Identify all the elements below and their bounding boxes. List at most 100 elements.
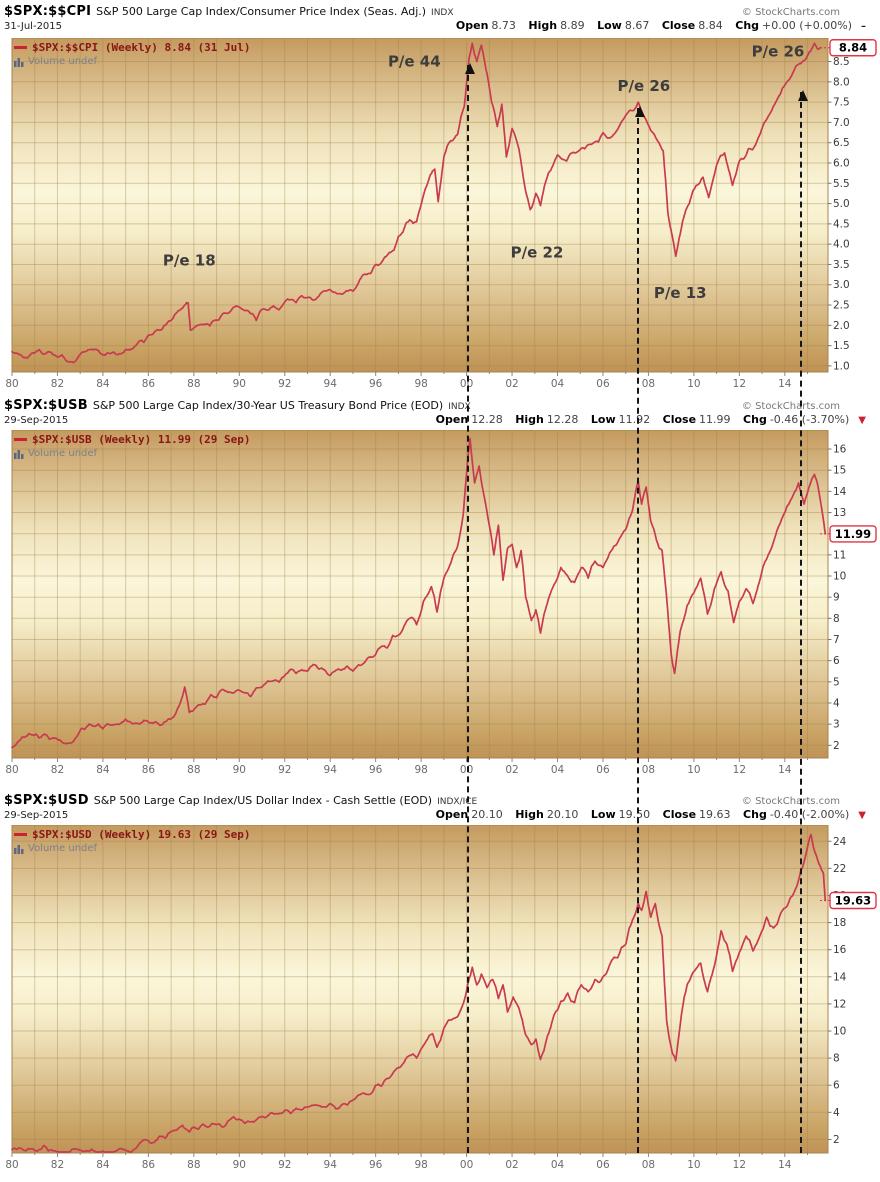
svg-text:14: 14 [833,486,847,498]
svg-text:2: 2 [833,740,840,752]
volume-bars-icon [14,57,24,67]
svg-text:80: 80 [5,378,18,390]
svg-text:94: 94 [324,378,338,390]
close-value: 11.99 [699,413,731,426]
svg-text:1.0: 1.0 [833,360,850,372]
dashed-annotation-line-2014 [797,90,808,1153]
svg-text:24: 24 [833,836,847,848]
svg-text:08: 08 [642,1159,655,1171]
price-plot-usd: 80 82 84 86 88 90 92 94 96 98 00 02 04 06 08 10 12 142422… [5,825,877,1171]
svg-text:00: 00 [460,378,473,390]
svg-text:12: 12 [733,378,746,390]
svg-text:8: 8 [833,1053,840,1065]
svg-text:10: 10 [687,1159,700,1171]
svg-text:13: 13 [833,507,846,519]
svg-text:90: 90 [233,378,246,390]
chart2-ohlc-row: 29-Sep-2015 Open 12.28 High 12.28 Low 11.92… [4,413,866,427]
chart-symbol: $SPX:$USD [4,793,89,808]
svg-text:3.5: 3.5 [833,259,850,271]
svg-text:98: 98 [414,1159,427,1171]
low-value: 8.67 [624,19,650,32]
legend-label: $SPX:$USB (Weekly) 11.99 (29 Sep) [32,433,251,446]
down-arrow-icon: ▼ [858,415,866,426]
chart1-ohlc-row: 31-Jul-2015 Open 8.73 High 8.89 Low 8.67 Cl… [4,19,866,33]
high-value: 12.28 [546,413,579,426]
chart-date: 29-Sep-2015 [4,810,69,821]
chart1-legend: $SPX:$$CPI (Weekly) 8.84 (31 Jul) Volume… [14,41,251,68]
svg-text:16: 16 [833,444,847,456]
chart-description: S&P 500 Large Cap Index/30-Year US Treas… [92,399,444,412]
svg-text:02: 02 [505,378,518,390]
dashed-annotation-line-2000 [464,62,475,1153]
chart-date: 29-Sep-2015 [4,415,69,426]
svg-text:3: 3 [833,719,840,731]
svg-text:98: 98 [414,378,427,390]
chart2-legend: $SPX:$USB (Weekly) 11.99 (29 Sep) Volume… [14,433,251,460]
low-value: 19.50 [618,808,651,821]
flat-indicator-icon: – [861,21,866,32]
svg-text:92: 92 [278,764,291,776]
arrow-up-icon [464,62,475,74]
svg-text:90: 90 [233,1159,246,1171]
svg-text:12: 12 [733,1159,746,1171]
chart3-legend: $SPX:$USD (Weekly) 19.63 (29 Sep) Volume… [14,828,251,855]
svg-text:86: 86 [142,378,156,390]
svg-text:11.99: 11.99 [835,527,871,541]
svg-text:8.84: 8.84 [839,41,867,55]
svg-text:04: 04 [551,1159,565,1171]
svg-text:14: 14 [778,378,792,390]
svg-text:4.5: 4.5 [833,218,850,230]
svg-text:P/e 26: P/e 26 [752,42,805,60]
svg-text:5.5: 5.5 [833,178,850,190]
svg-text:8: 8 [833,613,840,625]
svg-text:06: 06 [596,1159,610,1171]
svg-text:82: 82 [51,378,64,390]
high-value: 20.10 [546,808,579,821]
svg-text:94: 94 [324,764,338,776]
volume-bars-icon [14,449,24,459]
chart1-header-row: $SPX:$$CPI S&P 500 Large Cap Index/Consu… [4,4,840,19]
copyright: © StockCharts.com [741,401,840,412]
svg-text:1.5: 1.5 [833,340,850,352]
svg-text:9: 9 [833,592,840,604]
copyright: © StockCharts.com [741,7,840,18]
svg-text:14: 14 [778,764,792,776]
svg-text:94: 94 [324,1159,338,1171]
ohlc-readout: Open 12.28 High 12.28 Low 11.92 Close 11.99 … [435,413,866,426]
svg-text:16: 16 [833,944,847,956]
svg-text:P/e 18: P/e 18 [163,251,216,269]
chg-value: -0.46 (-3.70%) [769,413,850,426]
svg-text:4: 4 [833,697,840,709]
chart3-ohlc-row: 29-Sep-2015 Open 20.10 High 20.10 Low 19.50… [4,808,866,822]
svg-text:12: 12 [733,764,746,776]
exchange-label: INDX [431,8,454,18]
chart2-header-row: $SPX:$USB S&P 500 Large Cap Index/30-Yea… [4,398,840,413]
svg-text:04: 04 [551,378,565,390]
svg-text:7.5: 7.5 [833,97,850,109]
svg-text:5: 5 [833,676,840,688]
volume-label: Volume undef [28,843,98,854]
svg-text:04: 04 [551,764,565,776]
svg-text:P/e 44: P/e 44 [388,53,441,71]
series-color-swatch [14,438,27,441]
svg-text:11: 11 [833,549,846,561]
svg-text:2.0: 2.0 [833,320,850,332]
svg-text:84: 84 [96,764,110,776]
svg-text:15: 15 [833,465,846,477]
svg-text:14: 14 [778,1159,792,1171]
ohlc-readout: Open 8.73 High 8.89 Low 8.67 Close 8.84 Chg +… [455,19,866,32]
svg-text:2: 2 [833,1134,840,1146]
svg-text:02: 02 [505,1159,518,1171]
svg-text:10: 10 [687,764,700,776]
arrow-up-icon [797,90,808,101]
series-color-swatch [14,833,27,836]
exchange-label: INDX/ICE [437,797,478,807]
open-value: 20.10 [471,808,503,821]
svg-text:6: 6 [833,1080,840,1092]
price-plot-usb: 80 82 84 86 88 90 92 94 96 98 00 02 04 06 08 10 12 141615… [5,430,877,776]
svg-text:7.0: 7.0 [833,117,850,129]
svg-text:86: 86 [142,1159,156,1171]
svg-text:88: 88 [187,764,200,776]
svg-text:92: 92 [278,378,291,390]
